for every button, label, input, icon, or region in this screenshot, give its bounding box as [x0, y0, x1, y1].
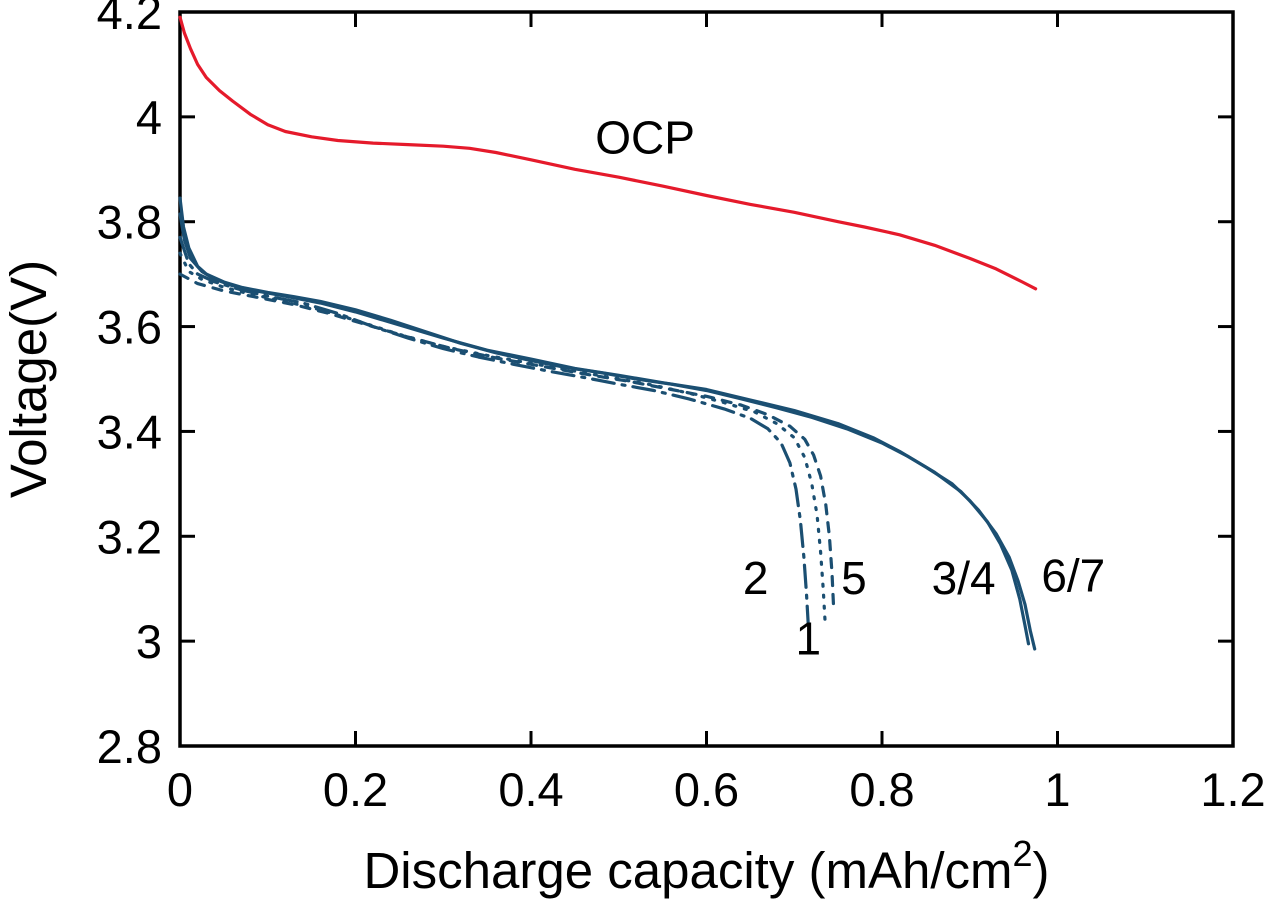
- curve-label-2: 2: [743, 552, 769, 604]
- y-tick-label: 3.6: [97, 301, 162, 354]
- x-tick-label: 0.6: [674, 763, 739, 816]
- y-tick-label: 3.8: [97, 196, 162, 249]
- y-tick-label: 2.8: [97, 720, 162, 773]
- curve-label-6-7: 6/7: [1041, 549, 1105, 601]
- series-line-6-7: [178, 196, 1037, 651]
- curve-label-1: 1: [795, 612, 821, 664]
- y-axis-label: Voltage(V): [0, 260, 57, 498]
- x-tick-label: 0.2: [323, 763, 388, 816]
- series-line-OCP: [178, 15, 1038, 291]
- x-tick-label: 0.4: [498, 763, 563, 816]
- y-tick-label: 4.2: [97, 0, 162, 39]
- x-tick-label: 0.8: [849, 763, 914, 816]
- curve-label-5: 5: [841, 552, 867, 604]
- x-tick-label: 1: [1044, 763, 1070, 816]
- series-line-5: [178, 272, 836, 612]
- y-tick-label: 3.4: [97, 405, 162, 458]
- x-tick-label: 0: [167, 763, 193, 816]
- series-line-1: [178, 251, 827, 622]
- plot-box: [178, 10, 1235, 748]
- curve-label-3-4: 3/4: [932, 552, 996, 604]
- y-tick-label: 3.2: [97, 510, 162, 563]
- x-axis-label: Discharge capacity (mAh/cm2): [363, 833, 1049, 899]
- y-tick-label: 3: [136, 615, 162, 668]
- series-line-2: [178, 235, 810, 628]
- x-tick-label: 1.2: [1200, 763, 1265, 816]
- series-line-3-4: [178, 212, 1031, 646]
- curve-label-OCP: OCP: [595, 112, 695, 164]
- y-tick-label: 4: [136, 91, 162, 144]
